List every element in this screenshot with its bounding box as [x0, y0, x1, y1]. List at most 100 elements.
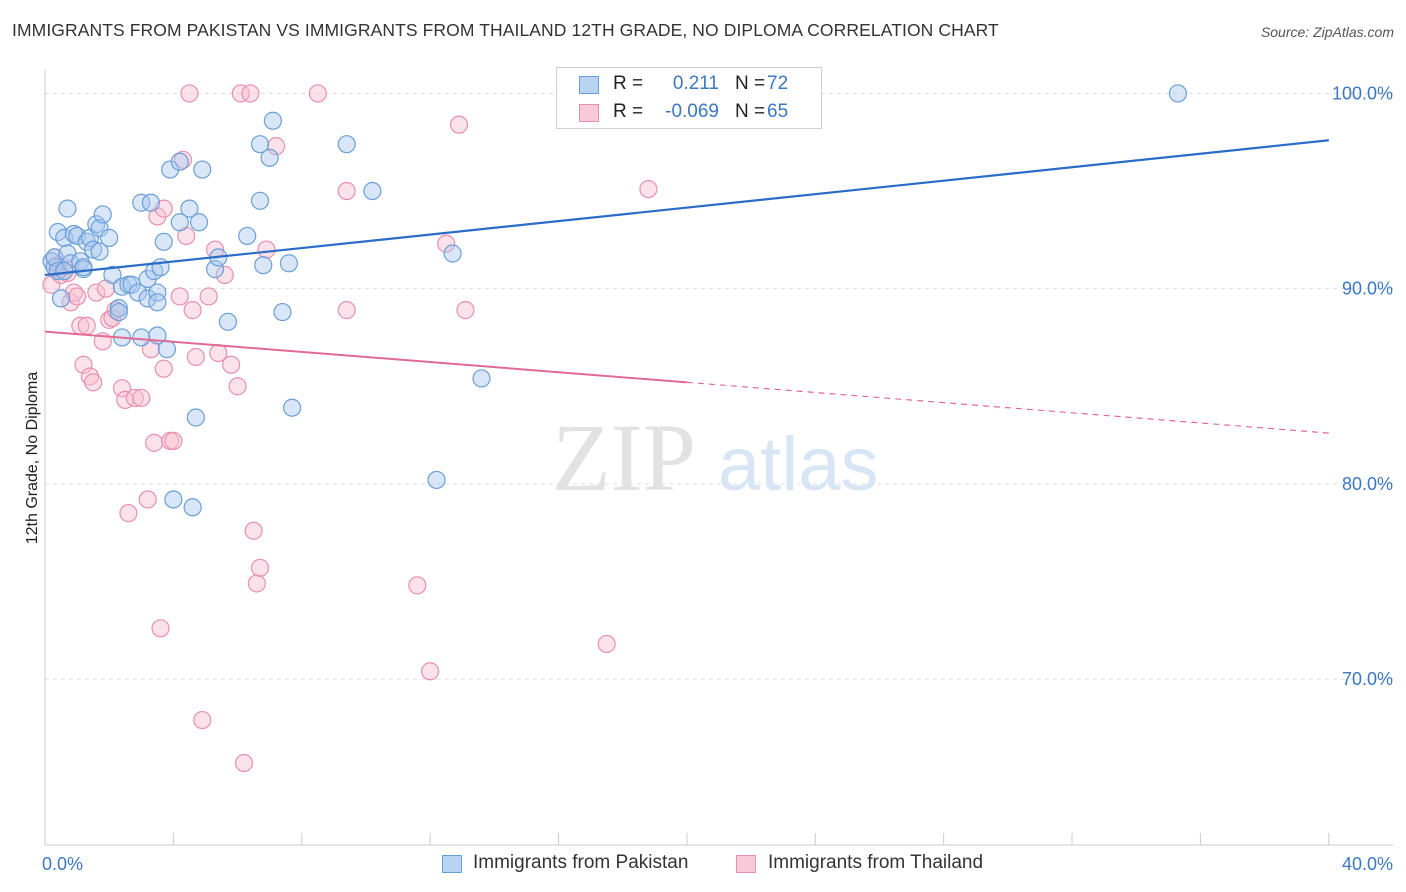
point-thailand — [408, 576, 427, 595]
point-pakistan — [206, 260, 225, 279]
point-pakistan — [250, 191, 270, 210]
point-pakistan — [180, 199, 199, 218]
point-thailand — [138, 490, 157, 509]
point-thailand — [244, 521, 263, 540]
x-tick-label-min: 0.0% — [42, 854, 83, 874]
point-pakistan — [273, 302, 292, 322]
point-thailand — [173, 150, 193, 169]
point-pakistan — [263, 111, 282, 130]
point-pakistan — [189, 213, 209, 232]
point-thailand — [180, 84, 199, 103]
point-pakistan — [141, 193, 161, 212]
point-pakistan — [109, 299, 128, 318]
point-thailand — [437, 234, 456, 253]
point-thailand — [337, 301, 356, 320]
point-thailand — [125, 388, 144, 408]
chart-source: Source: ZipAtlas.com — [1260, 24, 1394, 40]
watermark-atlas: atlas — [718, 422, 879, 507]
point-thailand — [234, 753, 254, 773]
legend-n-value: 72 — [767, 73, 789, 94]
point-pakistan — [1168, 84, 1188, 103]
point-pakistan — [74, 258, 93, 277]
point-pakistan — [100, 228, 119, 247]
trend-line-thailand — [44, 330, 687, 384]
legend-r-label: R = — [613, 101, 644, 122]
point-thailand — [250, 558, 270, 577]
watermark-zip: ZIP — [552, 404, 696, 511]
y-axis-tick-labels: 70.0% 80.0% 90.0% 100.0% — [1332, 83, 1393, 689]
point-pakistan — [164, 490, 183, 509]
point-thailand — [456, 301, 475, 320]
point-pakistan — [148, 293, 167, 312]
point-pakistan — [148, 283, 167, 302]
point-thailand — [193, 710, 212, 730]
point-pakistan — [132, 193, 151, 212]
point-pakistan — [427, 470, 446, 490]
point-thailand — [266, 137, 286, 156]
legend-n-label: N = — [735, 73, 766, 94]
point-thailand — [119, 504, 138, 523]
trend-line-pakistan — [44, 139, 1329, 277]
y-tick-label: 80.0% — [1342, 474, 1393, 494]
point-pakistan — [154, 232, 173, 251]
point-thailand — [170, 287, 189, 306]
point-pakistan — [84, 240, 103, 259]
point-pakistan — [183, 498, 202, 517]
point-thailand — [228, 377, 247, 396]
point-pakistan — [238, 226, 257, 246]
legend-swatch-pakistan — [442, 855, 462, 873]
point-pakistan — [90, 242, 109, 261]
y-axis-label: 12th Grade, No Diploma — [24, 372, 41, 545]
watermark: ZIP atlas — [552, 404, 879, 511]
point-pakistan — [128, 283, 148, 302]
legend-swatch-thailand — [736, 855, 756, 873]
point-pakistan — [443, 244, 462, 263]
axes — [44, 70, 1393, 846]
y-tick-label: 100.0% — [1332, 83, 1393, 103]
point-thailand — [145, 433, 164, 452]
point-pakistan — [250, 135, 270, 154]
trend-line-thailand-extrapolated — [686, 381, 1329, 434]
legend-row-pakistan: R = 0.211 N = 72 — [557, 73, 821, 99]
point-thailand — [106, 301, 125, 320]
point-thailand — [183, 301, 202, 320]
point-thailand — [154, 359, 173, 378]
point-thailand — [151, 619, 170, 638]
point-pakistan — [161, 160, 180, 179]
legend-label-thailand: Immigrants from Thailand — [768, 852, 984, 873]
legend-swatch-pakistan — [579, 76, 599, 94]
point-thailand — [222, 355, 241, 374]
legend-swatch-thailand — [579, 104, 599, 122]
legend-r-label: R = — [613, 73, 644, 94]
point-thailand — [67, 287, 87, 306]
point-pakistan — [186, 408, 205, 427]
legend-n-label: N = — [735, 101, 766, 122]
point-thailand — [74, 355, 93, 374]
point-pakistan — [157, 340, 177, 359]
point-pakistan — [337, 135, 356, 154]
point-pakistan — [193, 160, 212, 179]
point-thailand — [112, 379, 132, 398]
point-pakistan — [109, 302, 128, 322]
point-pakistan — [170, 152, 189, 171]
point-thailand — [186, 347, 205, 367]
point-pakistan — [132, 328, 151, 347]
point-thailand — [215, 265, 234, 285]
y-tick-label: 70.0% — [1342, 669, 1393, 689]
point-thailand — [639, 179, 658, 199]
point-pakistan — [279, 254, 299, 273]
legend-r-value: 0.211 — [672, 73, 719, 94]
gridlines — [45, 92, 1393, 680]
point-pakistan — [363, 181, 382, 201]
point-pakistan — [170, 213, 189, 232]
point-thailand — [241, 84, 260, 103]
trend-lines — [44, 139, 1329, 434]
point-thailand — [77, 316, 96, 335]
point-pakistan — [93, 205, 112, 224]
point-pakistan — [58, 199, 77, 218]
point-thailand — [597, 634, 616, 654]
series-pakistan-points — [42, 84, 1188, 517]
point-pakistan — [55, 261, 74, 281]
point-pakistan — [254, 256, 273, 275]
